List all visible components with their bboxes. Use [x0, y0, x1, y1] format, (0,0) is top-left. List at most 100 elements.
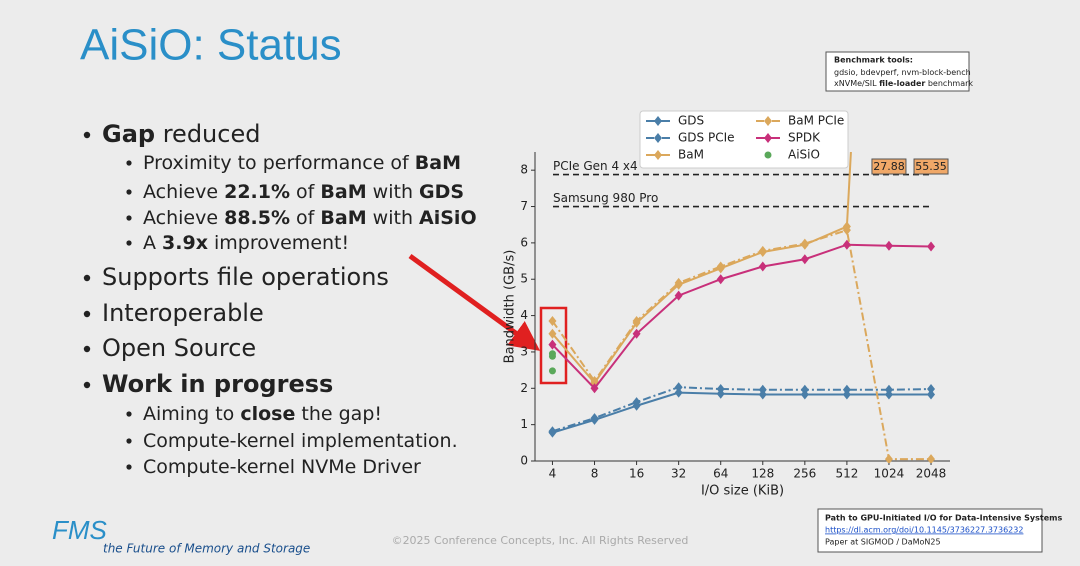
point: [800, 254, 809, 265]
text-part: close: [240, 403, 295, 425]
text-part: Compute-kernel NVMe Driver: [143, 456, 421, 478]
point: [927, 389, 936, 400]
series-line: [552, 391, 932, 434]
point: [758, 245, 767, 256]
bullet-text: Interoperable: [102, 299, 264, 327]
bullet-dot: [83, 381, 91, 389]
point: [884, 454, 893, 463]
x-axis-label: I/O size (KiB): [701, 484, 784, 499]
point: [800, 238, 809, 249]
point: [590, 413, 599, 424]
y-tick-label: 3: [520, 344, 528, 358]
bullet-dot: [83, 310, 91, 318]
slide-title: AiSiO: Status: [80, 21, 342, 70]
bullet-dot: [83, 274, 91, 282]
point: [548, 328, 557, 339]
bullet-dot: [83, 131, 91, 139]
point: [590, 376, 599, 387]
bullet-text: A 3.9x improvement!: [143, 232, 349, 254]
point: [842, 384, 851, 395]
plot-area: [548, 152, 936, 463]
reference-label: Samsung 980 Pro: [553, 191, 658, 205]
reference-label: PCIe Gen 4 x4: [553, 159, 638, 173]
bullet-text: Proximity to performance of BaM: [143, 152, 461, 174]
point: [716, 261, 725, 272]
x-tick-label: 4: [549, 467, 557, 481]
point: [842, 225, 851, 236]
point: [927, 241, 936, 252]
point: [716, 274, 725, 285]
bullet-text: Compute-kernel NVMe Driver: [143, 456, 421, 478]
x-tick-label: 2048: [916, 467, 947, 481]
y-tick-label: 8: [520, 163, 528, 177]
text-part: 22.1%: [224, 181, 290, 203]
overflow-label: 55.35: [915, 160, 947, 173]
text-part: Aiming to: [143, 403, 240, 425]
text-part: with: [367, 207, 419, 229]
text-part: Open Source: [102, 334, 256, 362]
y-tick-label: 6: [520, 235, 528, 249]
bullet-dot: [126, 215, 132, 221]
y-tick-label: 0: [520, 454, 528, 468]
series-line: [551, 228, 932, 461]
reference-link[interactable]: https://dl.acm.org/doi/10.1145/3736227.3…: [825, 526, 1023, 535]
benchmark-line: gdsio, bdevperf, nvm-block-bench: [834, 68, 971, 77]
point: [548, 352, 556, 360]
point: [674, 277, 683, 288]
point: [548, 339, 557, 350]
text-part: Proximity to performance of: [143, 152, 415, 174]
text-part: BaM: [415, 152, 461, 174]
bullet-text: Gap reduced: [102, 120, 260, 148]
bullet-dot: [126, 438, 132, 444]
point: [548, 367, 556, 375]
overflow-label-box: [871, 158, 907, 175]
text-part: A: [143, 232, 162, 254]
point: [674, 387, 683, 398]
point: [884, 384, 893, 395]
legend-label: BaM: [678, 148, 704, 162]
y-tick-label: 2: [520, 381, 528, 395]
text-part: of: [290, 207, 320, 229]
bullet-dot: [126, 240, 132, 246]
overflow-label-box: [913, 158, 949, 175]
tagline: the Future of Memory and Storage: [103, 542, 310, 556]
point: [842, 239, 851, 250]
series-line: [551, 243, 932, 390]
bullet-dot: [126, 464, 132, 470]
text-part: Interoperable: [102, 299, 264, 327]
benchmark-box: [825, 51, 970, 92]
x-tick-label: 8: [591, 467, 599, 481]
point: [548, 426, 557, 437]
text-part: BaM: [320, 181, 366, 203]
point: [590, 383, 599, 394]
series-line: [551, 152, 852, 385]
point: [764, 151, 772, 159]
arrow: [408, 253, 541, 351]
text-part: Achieve: [143, 181, 224, 203]
legend-label: BaM PCIe: [788, 114, 844, 128]
x-tick-label: 1024: [874, 467, 905, 481]
text-part: 88.5%: [224, 207, 290, 229]
point: [632, 328, 641, 339]
text-part: Compute-kernel implementation.: [143, 430, 458, 452]
point: [654, 150, 662, 160]
text-part: 3.9x: [162, 232, 208, 254]
text-part: reduced: [155, 120, 260, 148]
text-part: of: [290, 181, 320, 203]
benchmark-line: xNVMe/SIL file-loader benchmark: [834, 79, 973, 88]
point: [632, 316, 641, 327]
text-part: file-loader: [879, 79, 925, 88]
bullet-text: Aiming to close the gap!: [143, 403, 382, 425]
bullet-text: Work in progress: [102, 370, 333, 398]
text-part: Achieve: [143, 207, 224, 229]
point: [764, 133, 772, 143]
bullet-dot: [126, 189, 132, 195]
legend-label: GDS: [678, 114, 704, 128]
point: [654, 116, 662, 126]
bullet-text: Supports file operations: [102, 263, 389, 291]
series-line: [552, 386, 932, 433]
point: [632, 397, 641, 408]
bullet-dot: [126, 411, 132, 417]
overflow-label: 27.88: [873, 160, 905, 173]
